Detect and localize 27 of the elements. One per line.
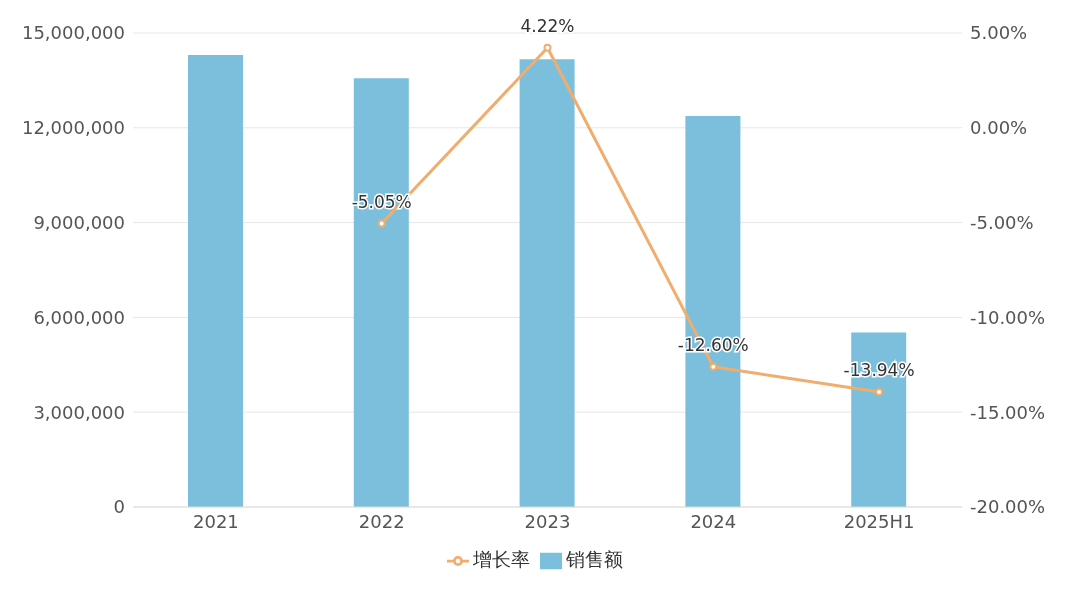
y2-tick-label: -15.00% <box>970 401 1046 423</box>
point <box>875 388 884 397</box>
y-tick-label: 3,000,000 <box>33 401 125 423</box>
y-tick-label: 9,000,000 <box>33 211 125 233</box>
y2-tick-label: 5.00% <box>970 22 1028 44</box>
x-tick-label: 2021 <box>192 510 239 532</box>
y2-tick-label: -5.00% <box>970 211 1034 233</box>
bar <box>353 78 409 507</box>
y2-tick-label: -10.00% <box>970 306 1046 328</box>
x-tick-label: 2023 <box>524 510 571 532</box>
y2-tick-label: -20.00% <box>970 496 1046 518</box>
x-tick-label: 2022 <box>358 510 405 532</box>
legend-label: 增长率 <box>473 548 530 570</box>
data-label: 4.22% <box>520 15 575 36</box>
point <box>709 362 718 371</box>
y-tick-label: 12,000,000 <box>21 117 125 139</box>
x-tick-label: 2024 <box>690 510 737 532</box>
y2-tick-label: 0.00% <box>970 117 1028 139</box>
x-tick-label: 2025H1 <box>843 510 915 532</box>
bar <box>188 55 243 507</box>
y-tick-label: 15,000,000 <box>21 22 125 44</box>
point <box>543 43 552 52</box>
y-tick-label: 6,000,000 <box>33 306 125 328</box>
point <box>377 219 386 228</box>
bar <box>519 59 575 507</box>
y-tick-label: 0 <box>113 496 125 518</box>
legend-label: 销售额 <box>566 548 623 570</box>
